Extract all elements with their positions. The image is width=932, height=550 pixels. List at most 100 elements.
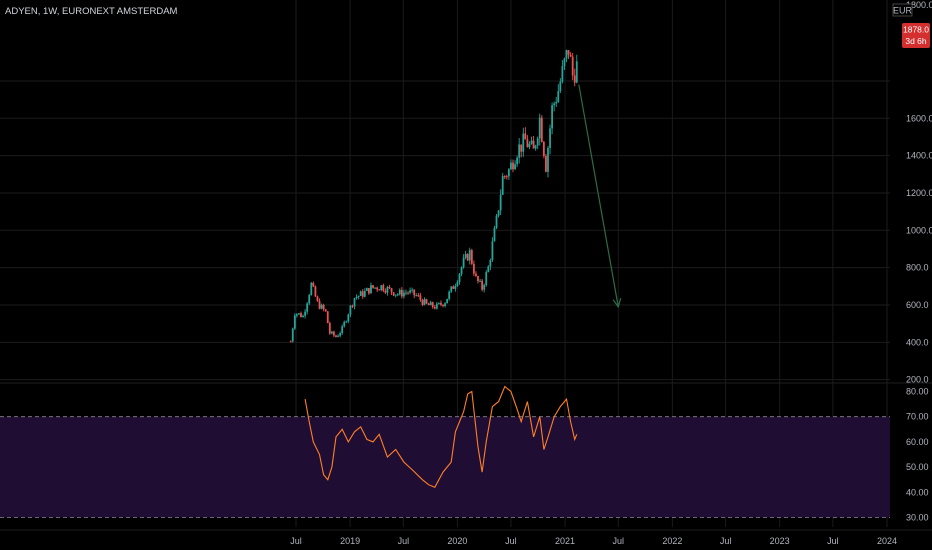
- candle-body: [345, 321, 348, 323]
- candle-body: [403, 292, 405, 297]
- price-tick-label: 600.0: [906, 300, 929, 310]
- candle-body: [318, 300, 321, 309]
- candle-body: [417, 295, 420, 297]
- candle-body: [316, 296, 319, 301]
- candle-body: [569, 54, 572, 57]
- candle-body: [388, 286, 391, 289]
- candle-body: [322, 304, 325, 310]
- candle-body: [302, 315, 304, 318]
- candle-body: [528, 143, 531, 148]
- candle-body: [555, 101, 558, 104]
- candle-body: [326, 311, 329, 324]
- rsi-series: [304, 385, 578, 489]
- time-tick-label: Jul: [612, 536, 624, 546]
- candle-body: [437, 302, 440, 304]
- time-axis[interactable]: Jul 2019 Jul 2020 Jul 2021 Jul 2022 Jul 2023 Jul 20…: [290, 536, 897, 546]
- candle-body: [545, 156, 547, 172]
- candle-body: [324, 309, 327, 312]
- candle-body: [312, 282, 315, 287]
- candle-body: [514, 164, 516, 170]
- projection-arrow: [578, 84, 622, 309]
- candle-body: [462, 257, 465, 268]
- candle-body: [440, 302, 442, 305]
- candle-body: [518, 144, 521, 158]
- candle-body: [503, 176, 506, 178]
- candle-body: [429, 302, 432, 306]
- candle-body: [454, 286, 457, 289]
- time-tick-label: 2019: [340, 536, 360, 546]
- rsi-tick-label: 40.00: [906, 487, 929, 497]
- candle-body: [567, 50, 570, 55]
- candle-body: [573, 75, 576, 83]
- candle-body: [433, 306, 436, 309]
- candle-body: [291, 328, 294, 342]
- rsi-tick-label: 80.00: [906, 387, 929, 397]
- candle-body: [295, 314, 298, 316]
- candle-body: [306, 303, 309, 312]
- candle-body: [355, 296, 358, 299]
- candle-body: [524, 133, 527, 140]
- candle-body: [526, 139, 529, 148]
- candle-body: [485, 272, 488, 285]
- candle-body: [349, 305, 352, 315]
- arrow-head: [612, 298, 622, 309]
- candle-body: [553, 103, 556, 106]
- time-tick-label: Jul: [290, 536, 302, 546]
- candle-body: [450, 286, 453, 292]
- candle-body: [549, 128, 551, 148]
- price-tick-label: 1000.0: [906, 225, 932, 235]
- candle-body: [330, 331, 333, 334]
- candle-body: [427, 303, 430, 306]
- candle-body: [400, 289, 403, 297]
- candle-body: [551, 105, 553, 129]
- candle-body: [510, 162, 512, 170]
- candle-body: [361, 291, 364, 297]
- candle-body: [386, 286, 389, 293]
- candle-series: [289, 49, 578, 343]
- candle-body: [542, 141, 545, 157]
- candle-body: [384, 290, 387, 293]
- candle-body: [376, 287, 379, 290]
- candle-body: [409, 290, 411, 293]
- candle-body: [351, 305, 354, 307]
- candle-body: [398, 289, 401, 295]
- candle-body: [460, 267, 463, 274]
- candle-body: [470, 250, 473, 264]
- candle-body: [333, 331, 335, 336]
- candle-body: [530, 140, 533, 144]
- candle-body: [446, 298, 449, 304]
- candle-body: [547, 147, 549, 172]
- candle-body: [365, 288, 368, 291]
- candle-body: [483, 284, 486, 290]
- candle-body: [289, 341, 292, 343]
- rsi-axis[interactable]: 30.00 40.00 50.00 60.00 70.00 80.00: [906, 387, 929, 523]
- candle-body: [407, 292, 409, 294]
- currency-label: EUR: [893, 6, 913, 16]
- candle-body: [374, 287, 376, 289]
- current-price-label: 1878.0: [903, 25, 929, 35]
- candle-body: [335, 335, 337, 337]
- price-axis[interactable]: 200.0 400.0 600.0 800.0 1000.0 1200.0 1400.0 16…: [906, 0, 932, 385]
- time-tick-label: Jul: [398, 536, 410, 546]
- rsi-tick-label: 60.00: [906, 437, 929, 447]
- candle-body: [571, 56, 574, 76]
- candle-body: [468, 250, 471, 261]
- arrow-shaft: [578, 84, 619, 307]
- candle-body: [464, 253, 467, 258]
- rsi-band: [0, 416, 890, 518]
- price-tick-label: 400.0: [906, 337, 929, 347]
- candle-body: [339, 333, 342, 336]
- candle-body: [466, 253, 469, 261]
- candle-body: [328, 323, 331, 334]
- candle-body: [300, 313, 302, 318]
- candle-body: [489, 260, 492, 267]
- candle-body: [337, 335, 339, 337]
- candle-body: [501, 176, 504, 195]
- candle-body: [495, 215, 498, 228]
- candle-body: [308, 295, 311, 304]
- time-tick-label: 2021: [555, 536, 575, 546]
- candle-body: [477, 276, 479, 282]
- candle-body: [372, 285, 374, 288]
- candle-body: [413, 289, 416, 296]
